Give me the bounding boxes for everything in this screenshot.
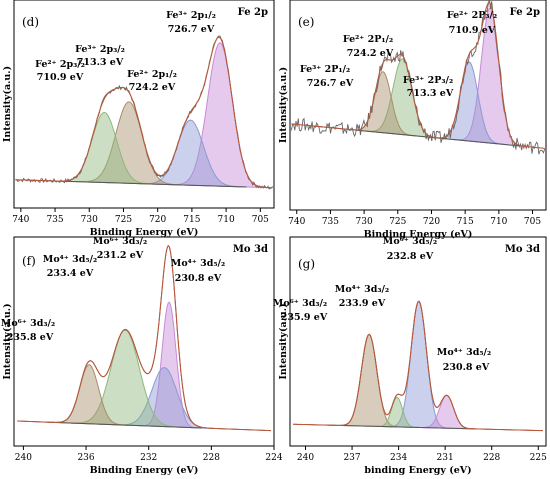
background-line <box>42 421 202 429</box>
x-tick-label: 710 <box>218 215 235 225</box>
peak-label: Mo⁶⁺ 3d₅/₂ <box>383 236 437 247</box>
x-tick-label: 234 <box>390 453 407 463</box>
y-axis-label: Intensity(a.u.) <box>2 66 13 142</box>
x-tick-label: 237 <box>343 453 360 463</box>
plot-frame <box>289 236 547 447</box>
peak-label: Fe²⁺ 2P₃/₂ <box>447 10 497 21</box>
x-tick-label: 225 <box>530 453 547 463</box>
x-tick-label: 715 <box>183 215 200 225</box>
peak-energy: 713.3 eV <box>407 88 454 99</box>
fit-envelope <box>293 300 543 432</box>
peak-label: Fe²⁺ 2P₁/₂ <box>343 34 393 45</box>
x-tick-label: 231 <box>437 453 454 463</box>
fit-envelope <box>291 1 545 149</box>
peak-energy: 710.9 eV <box>449 25 496 36</box>
y-axis-label: Intensity(a.u.) <box>2 303 13 379</box>
x-tick-label: 224 <box>265 453 282 463</box>
x-tick-label: 735 <box>322 217 339 227</box>
peak-energy: 724.2 eV <box>347 48 394 59</box>
peak-label: Fe³⁺ 2P₁/₂ <box>300 64 350 75</box>
peak-label: Mo⁶⁺ 3d₃/₂ <box>1 318 55 329</box>
peak-energy: 726.7 eV <box>168 24 215 35</box>
peak-energy: 230.8 eV <box>175 273 222 284</box>
peak-energy: 713.3 eV <box>77 57 124 68</box>
chart-panel-f: 240 236 232 228 224 Binding Energy (eV) Intens… <box>1 236 283 476</box>
peak-label: Fe³⁺ 2P₃/₂ <box>403 75 453 86</box>
peak-energy: 233.9 eV <box>339 298 386 309</box>
peak-label: Mo⁴⁺ 3d₅/₂ <box>437 347 491 358</box>
x-tick-label: 730 <box>356 217 373 227</box>
x-tick-label: 232 <box>140 453 157 463</box>
chart-panel-d: 740 735 730 725 720 715 710 705 Binding Energy (… <box>2 0 275 238</box>
x-axis-label: Binding Energy (eV) <box>90 465 199 476</box>
background-line <box>327 424 480 430</box>
peak-label: Mo⁶⁺ 3d₃/₂ <box>273 298 327 309</box>
y-axis-label: Intensity(a.u.) <box>278 303 289 379</box>
x-tick-label: 735 <box>46 215 63 225</box>
x-tick-label: 228 <box>483 453 500 463</box>
fit-envelope <box>17 244 271 432</box>
x-tick-label: 240 <box>297 453 314 463</box>
x-tick-label: 236 <box>77 453 94 463</box>
panel-letter: (d) <box>22 15 39 29</box>
panel-letter: (e) <box>298 15 314 29</box>
peak-label: Fe³⁺ 2p₃/₂ <box>75 44 125 55</box>
peak-label: Mo⁴⁺ 3d₅/₂ <box>171 258 225 269</box>
peak-label: Fe²⁺ 2p₃/₂ <box>35 59 85 70</box>
y-axis-label: Intensity(a.u.) <box>278 67 289 143</box>
x-tick-label: 710 <box>490 217 507 227</box>
peak-energy: 726.7 eV <box>307 78 354 89</box>
peak-energy: 230.8 eV <box>443 362 490 373</box>
peak-energy: 710.9 eV <box>37 72 84 83</box>
peak-label: Fe³⁺ 2p₁/₂ <box>166 10 216 21</box>
peak-energy: 724.2 eV <box>129 82 176 93</box>
core-level-label: Mo 3d <box>505 244 540 255</box>
x-axis-label: binding Energy (eV) <box>364 465 471 476</box>
peak-energy: 232.8 eV <box>387 251 434 262</box>
x-tick-label: 740 <box>12 215 29 225</box>
panel-letter: (g) <box>298 257 315 271</box>
x-tick-label: 228 <box>203 453 220 463</box>
peak-energy: 235.9 eV <box>281 312 328 323</box>
peak-label: Mo⁴⁺ 3d₅/₂ <box>43 254 97 265</box>
peak-label: Fe²⁺ 2p₁/₂ <box>127 69 177 80</box>
core-level-label: Fe 2p <box>238 7 268 18</box>
core-level-label: Fe 2p <box>510 7 540 18</box>
x-tick-label: 705 <box>252 215 269 225</box>
x-tick-label: 740 <box>288 217 305 227</box>
x-tick-label: 720 <box>149 215 166 225</box>
x-axis-label: Binding Energy (eV) <box>90 227 199 238</box>
chart-panel-e: 740 735 730 725 720 715 710 705 Binding Energy (… <box>278 0 547 240</box>
core-level-label: Mo 3d <box>233 244 268 255</box>
x-axis-label: Binding Energy (eV) <box>364 229 473 240</box>
x-tick-label: 720 <box>423 217 440 227</box>
x-tick-label: 725 <box>115 215 132 225</box>
fit-envelope <box>15 36 273 189</box>
x-tick-label: 730 <box>81 215 98 225</box>
panel-letter: (f) <box>22 254 36 268</box>
peak-energy: 233.4 eV <box>47 268 94 279</box>
x-tick-label: 725 <box>389 217 406 227</box>
plot-frame <box>289 0 547 211</box>
chart-panel-g: 240 237 234 231 228 225 binding Energy (eV) Int… <box>273 236 547 476</box>
peak-label: Mo⁶⁺ 3d₃/₂ <box>93 236 147 247</box>
x-tick-label: 240 <box>15 453 32 463</box>
peak-energy: 235.8 eV <box>7 332 54 343</box>
plot-frame <box>13 236 275 447</box>
peak-label: Mo⁴⁺ 3d₃/₂ <box>335 284 389 295</box>
peak-energy: 231.2 eV <box>97 250 144 261</box>
plot-frame <box>13 0 275 209</box>
x-tick-label: 705 <box>524 217 541 227</box>
x-tick-label: 715 <box>457 217 474 227</box>
